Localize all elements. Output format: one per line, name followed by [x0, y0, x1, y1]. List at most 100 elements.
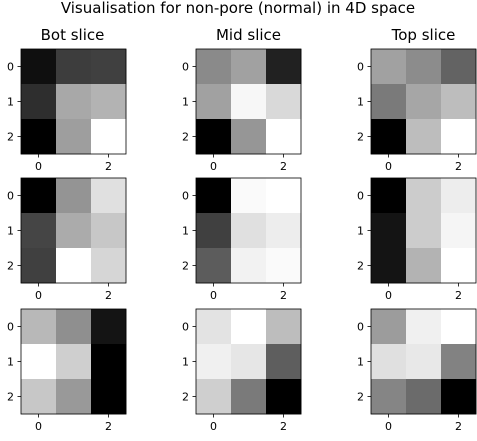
y-tick-label: 1 — [7, 356, 14, 369]
heatmap-cell — [371, 213, 407, 249]
heatmap-cell — [196, 248, 232, 284]
heatmap-cell — [371, 379, 407, 415]
panel-r2-c1: 0 1 2 0 2 — [182, 308, 302, 433]
heatmap-cell — [406, 379, 442, 415]
panel-r0-c2: 0 1 2 0 2 — [357, 48, 477, 173]
heatmap-cell — [56, 344, 92, 380]
y-tick-label: 2 — [182, 391, 189, 404]
column-title-mid: Mid slice — [216, 26, 281, 44]
heatmap-cell — [406, 344, 442, 380]
panel-r1-c0: 0 1 2 0 2 — [7, 177, 127, 302]
heatmap-cell — [56, 119, 92, 155]
heatmap-cell — [371, 344, 407, 380]
x-tick-label: 0 — [35, 289, 42, 302]
y-tick-label: 0 — [357, 61, 364, 74]
heatmap-cell — [56, 49, 92, 85]
heatmap-cell — [196, 119, 232, 155]
heatmap-cell — [231, 119, 267, 155]
y-tick-label: 2 — [7, 131, 14, 144]
column-title-top: Top slice — [391, 26, 456, 44]
y-tick-label: 0 — [357, 190, 364, 203]
x-tick-label: 2 — [455, 420, 462, 433]
heatmap-cell — [21, 344, 57, 380]
y-tick-label: 0 — [182, 321, 189, 334]
x-tick-label: 2 — [105, 420, 112, 433]
heatmap-cell — [21, 84, 57, 120]
x-tick-label: 0 — [35, 420, 42, 433]
panel-r1-c1: 0 1 2 0 2 — [182, 177, 302, 302]
heatmap-cell — [196, 309, 232, 345]
x-tick-label: 2 — [280, 420, 287, 433]
x-tick-label: 0 — [385, 289, 392, 302]
y-tick-label: 1 — [357, 356, 364, 369]
x-tick-label: 0 — [210, 160, 217, 173]
y-tick-label: 0 — [7, 190, 14, 203]
y-tick-label: 2 — [182, 260, 189, 273]
y-tick-label: 1 — [357, 96, 364, 109]
heatmap-cell — [266, 49, 302, 85]
heatmap-cell — [196, 344, 232, 380]
heatmap-cell — [91, 213, 127, 249]
y-tick-label: 0 — [182, 190, 189, 203]
heatmap-cell — [231, 344, 267, 380]
heatmap-cell — [441, 49, 477, 85]
x-tick-label: 0 — [385, 420, 392, 433]
heatmap-cell — [231, 84, 267, 120]
x-tick-label: 2 — [280, 289, 287, 302]
heatmap-cell — [441, 309, 477, 345]
heatmap-cell — [441, 178, 477, 214]
heatmap-cell — [441, 379, 477, 415]
heatmap-cell — [441, 84, 477, 120]
y-tick-label: 1 — [7, 225, 14, 238]
heatmap-cell — [406, 248, 442, 284]
heatmap-cell — [231, 49, 267, 85]
figure-title: Visualisation for non-pore (normal) in 4… — [61, 0, 415, 17]
heatmap-cell — [441, 344, 477, 380]
heatmap-cell — [371, 84, 407, 120]
y-tick-label: 0 — [7, 61, 14, 74]
heatmap-cell — [196, 49, 232, 85]
heatmap-cell — [21, 49, 57, 85]
heatmap-cell — [91, 344, 127, 380]
x-tick-label: 2 — [105, 160, 112, 173]
heatmap-cell — [266, 178, 302, 214]
heatmap-cell — [266, 119, 302, 155]
heatmap-cell — [371, 49, 407, 85]
heatmap-cell — [406, 84, 442, 120]
heatmap-cell — [21, 119, 57, 155]
heatmap-cell — [266, 84, 302, 120]
y-tick-label: 1 — [357, 225, 364, 238]
y-tick-label: 1 — [182, 96, 189, 109]
heatmap-cell — [21, 248, 57, 284]
heatmap-cell — [21, 309, 57, 345]
y-tick-label: 1 — [7, 96, 14, 109]
y-tick-label: 2 — [182, 131, 189, 144]
heatmap-cell — [56, 248, 92, 284]
heatmap-cell — [406, 213, 442, 249]
heatmap-cell — [196, 84, 232, 120]
heatmap-cell — [56, 213, 92, 249]
y-tick-label: 0 — [357, 321, 364, 334]
heatmap-cell — [266, 379, 302, 415]
heatmap-cell — [231, 213, 267, 249]
heatmap-cell — [406, 178, 442, 214]
y-tick-label: 2 — [7, 260, 14, 273]
heatmap-cell — [91, 49, 127, 85]
heatmap-cell — [196, 213, 232, 249]
heatmap-cell — [91, 248, 127, 284]
x-tick-label: 0 — [385, 160, 392, 173]
heatmap-cell — [21, 213, 57, 249]
heatmap-cell — [56, 309, 92, 345]
heatmap-cell — [406, 309, 442, 345]
heatmap-cell — [231, 309, 267, 345]
y-tick-label: 1 — [182, 225, 189, 238]
y-tick-label: 0 — [182, 61, 189, 74]
heatmap-cell — [266, 309, 302, 345]
heatmap-cell — [56, 178, 92, 214]
heatmap-cell — [91, 84, 127, 120]
x-tick-label: 2 — [105, 289, 112, 302]
x-tick-label: 0 — [210, 289, 217, 302]
heatmap-cell — [231, 178, 267, 214]
y-tick-label: 2 — [357, 260, 364, 273]
heatmap-cell — [21, 178, 57, 214]
